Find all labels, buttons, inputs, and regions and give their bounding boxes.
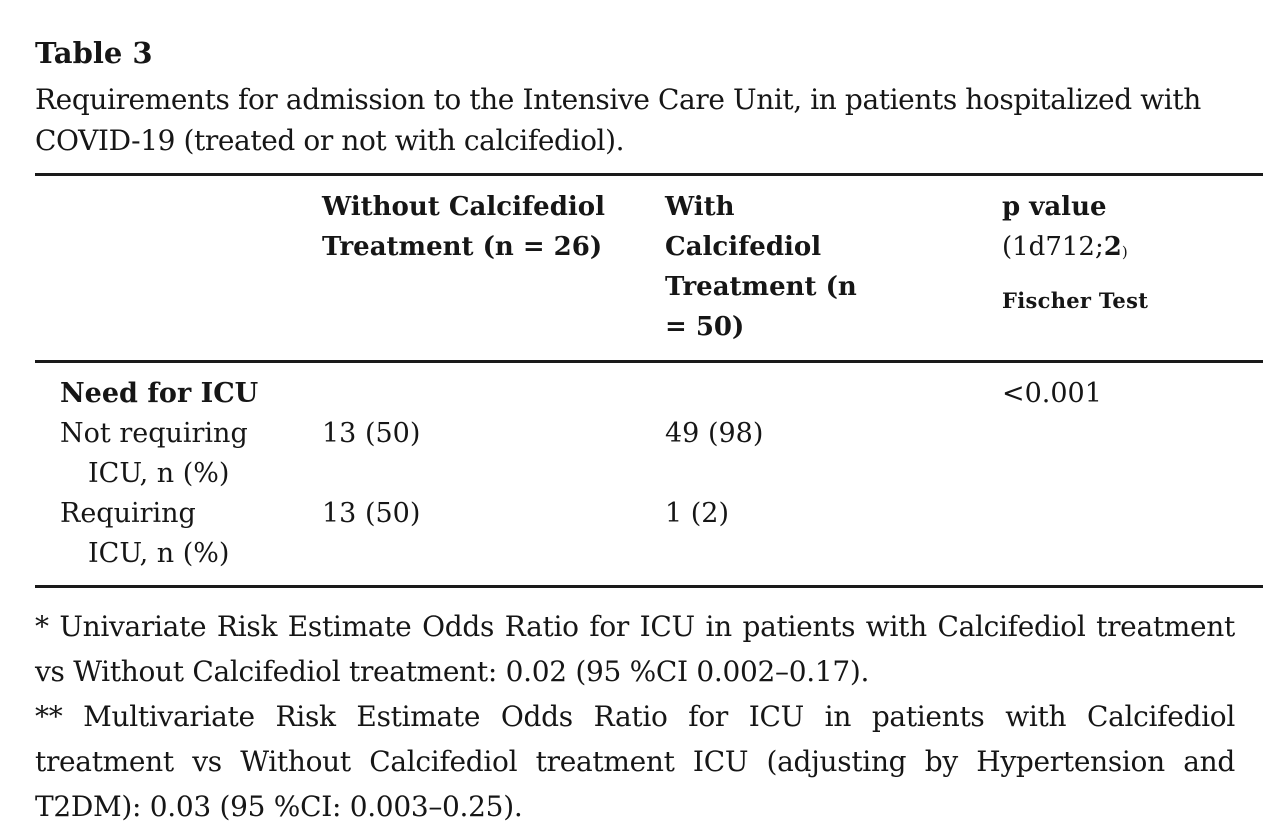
col-header-with-calcifediol-cell: With Calcifediol Treatment (n = 50) xyxy=(665,175,1002,362)
table-head: Without Calcifediol Treatment (n = 26) W… xyxy=(35,175,1263,362)
col-header-chi-square-garbled: (1d712;2) xyxy=(1002,227,1263,272)
row-label-not-requiring-icu: Not requiring ICU, n (%) xyxy=(60,418,248,489)
chi-entity-prefix: (1d712; xyxy=(1002,232,1104,262)
chi-exponent: 2 xyxy=(1103,232,1122,262)
table-body: Need for ICU <0.001 Not requiring ICU, n… xyxy=(35,362,1263,587)
value-with-cell xyxy=(665,362,1002,415)
row-label-cell: Need for ICU xyxy=(35,362,322,415)
table-number-heading: Table 3 xyxy=(35,36,153,70)
footnote-multivariate: ** Multivariate Risk Estimate Odds Ratio… xyxy=(35,700,1235,823)
table-row: Need for ICU <0.001 xyxy=(35,362,1263,415)
value-with-cell: 49 (98) xyxy=(665,418,764,449)
row-label-cell: Not requiring ICU, n (%) xyxy=(35,414,322,494)
value-with-cell: 1 (2) xyxy=(665,498,730,529)
header-row: Without Calcifediol Treatment (n = 26) W… xyxy=(35,175,1263,362)
col-header-with-calcifediol: With Calcifediol Treatment (n = 50) xyxy=(665,192,857,342)
col-header-p-value-cell: p value (1d712;2) Fischer Test xyxy=(1002,175,1263,362)
chi-close-paren: ) xyxy=(1121,243,1128,261)
row-label-need-for-icu: Need for ICU xyxy=(60,378,259,409)
table-caption: Requirements for admission to the Intens… xyxy=(35,83,1201,157)
table-row: Requiring ICU, n (%) 13 (50) 1 (2) xyxy=(35,494,1263,587)
col-header-without-calcifediol: Without Calcifediol Treatment (n = 26) xyxy=(322,192,605,262)
data-table: Without Calcifediol Treatment (n = 26) W… xyxy=(35,173,1263,588)
col-header-fischer-test: Fischer Test xyxy=(1002,288,1149,313)
p-value-cell: <0.001 xyxy=(1002,378,1102,409)
col-header-p-value: p value xyxy=(1002,192,1107,222)
col-header-without-calcifediol-cell: Without Calcifediol Treatment (n = 26) xyxy=(322,175,665,362)
row-label-cell: Requiring ICU, n (%) xyxy=(35,494,322,587)
value-without-cell: 13 (50) xyxy=(322,418,421,449)
p-value-cell xyxy=(1002,494,1263,587)
table-row: Not requiring ICU, n (%) 13 (50) 49 (98) xyxy=(35,414,1263,494)
value-without-cell xyxy=(322,362,665,415)
col-header-empty xyxy=(35,175,322,362)
value-without-cell: 13 (50) xyxy=(322,498,421,529)
footnote-univariate: * Univariate Risk Estimate Odds Ratio fo… xyxy=(35,610,1235,688)
p-value-cell xyxy=(1002,414,1263,494)
row-label-requiring-icu: Requiring ICU, n (%) xyxy=(60,498,230,569)
